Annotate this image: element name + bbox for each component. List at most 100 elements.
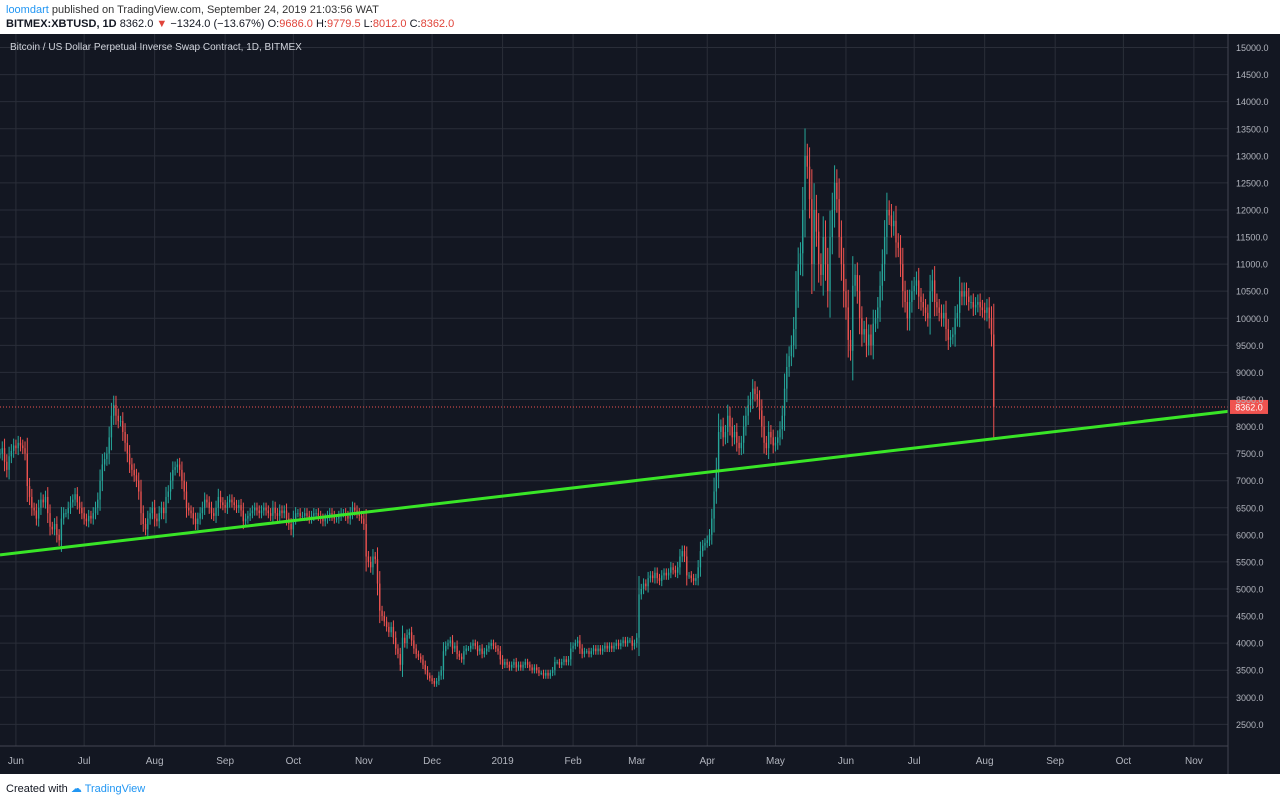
candle-body xyxy=(37,507,40,519)
candle-body xyxy=(31,496,33,508)
candle-body xyxy=(147,518,149,530)
symbol-label: BITMEX:XBTUSD, 1D xyxy=(6,18,117,30)
candle-body xyxy=(169,480,172,492)
candle-body xyxy=(510,664,513,668)
candle-body xyxy=(956,312,959,319)
y-tick-label: 3000.0 xyxy=(1236,693,1264,703)
candle-body xyxy=(740,442,743,449)
candle-body xyxy=(588,651,590,654)
candle-body xyxy=(456,645,458,654)
candle-body xyxy=(931,280,934,292)
candle-body xyxy=(661,575,663,581)
candle-body xyxy=(103,459,106,465)
candle-body xyxy=(604,645,606,649)
high-value: 9779.5 xyxy=(326,18,361,30)
last-price-badge xyxy=(1230,399,1268,414)
candle-body xyxy=(781,415,783,430)
candle-body xyxy=(44,496,47,503)
candle-body xyxy=(481,648,483,654)
candle-body xyxy=(692,578,695,581)
candle-body xyxy=(438,675,440,682)
candle-body xyxy=(845,291,847,308)
candle-body xyxy=(165,496,167,514)
candle-body xyxy=(897,242,899,248)
candle-body xyxy=(231,499,233,503)
candle-body xyxy=(501,659,504,665)
candle-body xyxy=(958,291,961,313)
candle-body xyxy=(415,648,417,654)
y-tick-label: 11500.0 xyxy=(1236,233,1268,243)
y-tick-label: 5500.0 xyxy=(1236,557,1264,567)
candle-body xyxy=(85,518,88,522)
y-tick-label: 5000.0 xyxy=(1236,584,1264,594)
candle-body xyxy=(649,575,652,579)
candle-body xyxy=(276,513,279,516)
x-tick-label: Apr xyxy=(699,756,715,767)
candle-body xyxy=(224,505,226,508)
candle-body xyxy=(788,356,790,367)
candle-body xyxy=(551,670,554,673)
candle-body xyxy=(65,513,67,515)
candle-body xyxy=(868,334,870,346)
candle-body xyxy=(260,510,263,514)
author-link[interactable]: loomdart xyxy=(6,4,49,16)
candle-body xyxy=(531,667,533,671)
y-tick-label: 4500.0 xyxy=(1236,612,1264,622)
x-tick-label: Jul xyxy=(78,756,91,767)
candle-body xyxy=(47,496,49,514)
plot-background xyxy=(0,34,1228,746)
candle-body xyxy=(181,469,183,481)
trendline[interactable] xyxy=(0,409,1229,557)
candle-body xyxy=(883,237,886,265)
candle-body xyxy=(640,588,642,595)
candle-body xyxy=(194,518,197,525)
chart-area[interactable]: 8362.0 2500.0 3000.0 3500.0 4000.0 4500.0 500… xyxy=(0,34,1280,774)
candle-body xyxy=(581,648,583,654)
candle-body xyxy=(474,643,476,646)
candle-body xyxy=(440,670,442,676)
candle-body xyxy=(645,583,647,587)
candle-body xyxy=(488,645,490,649)
tradingview-brand[interactable]: TradingView xyxy=(84,783,146,795)
candle-body xyxy=(379,583,381,611)
candle-body xyxy=(258,510,260,514)
candle-body xyxy=(915,280,918,286)
candle-body xyxy=(399,653,401,665)
candle-body xyxy=(131,464,133,470)
candle-body xyxy=(820,264,822,275)
candle-body xyxy=(124,431,126,443)
candle-body xyxy=(470,645,472,649)
candle-body xyxy=(269,513,272,516)
candle-body xyxy=(158,513,160,522)
candle-body xyxy=(815,209,818,232)
y-tick-label: 15000.0 xyxy=(1236,43,1269,53)
candle-body xyxy=(94,507,97,514)
candle-body xyxy=(217,496,219,508)
time-axis[interactable] xyxy=(0,746,1228,774)
candle-body xyxy=(817,231,820,265)
price-chart[interactable]: 8362.0 2500.0 3000.0 3500.0 4000.0 4500.0 500… xyxy=(0,34,1280,774)
candle-body xyxy=(172,469,174,481)
y-tick-label: 4000.0 xyxy=(1236,639,1264,649)
candle-body xyxy=(219,496,222,503)
candle-body xyxy=(431,678,433,682)
candle-body xyxy=(697,567,699,579)
candle-body xyxy=(808,166,811,200)
candle-body xyxy=(401,637,404,665)
candle-body xyxy=(249,513,251,516)
candle-body xyxy=(251,510,254,514)
candle-body xyxy=(597,648,599,652)
candle-body xyxy=(335,518,338,520)
candle-body xyxy=(717,431,720,470)
candle-body xyxy=(790,345,793,357)
candle-body xyxy=(201,507,204,514)
x-tick-label: Aug xyxy=(146,756,164,767)
candle-body xyxy=(690,575,693,579)
candle-body xyxy=(53,524,56,530)
support-trendline[interactable] xyxy=(0,409,1229,557)
candle-body xyxy=(317,513,320,516)
y-tick-label: 3500.0 xyxy=(1236,666,1264,676)
candle-body xyxy=(203,499,206,508)
candle-body xyxy=(761,410,763,427)
candle-body xyxy=(688,575,690,577)
